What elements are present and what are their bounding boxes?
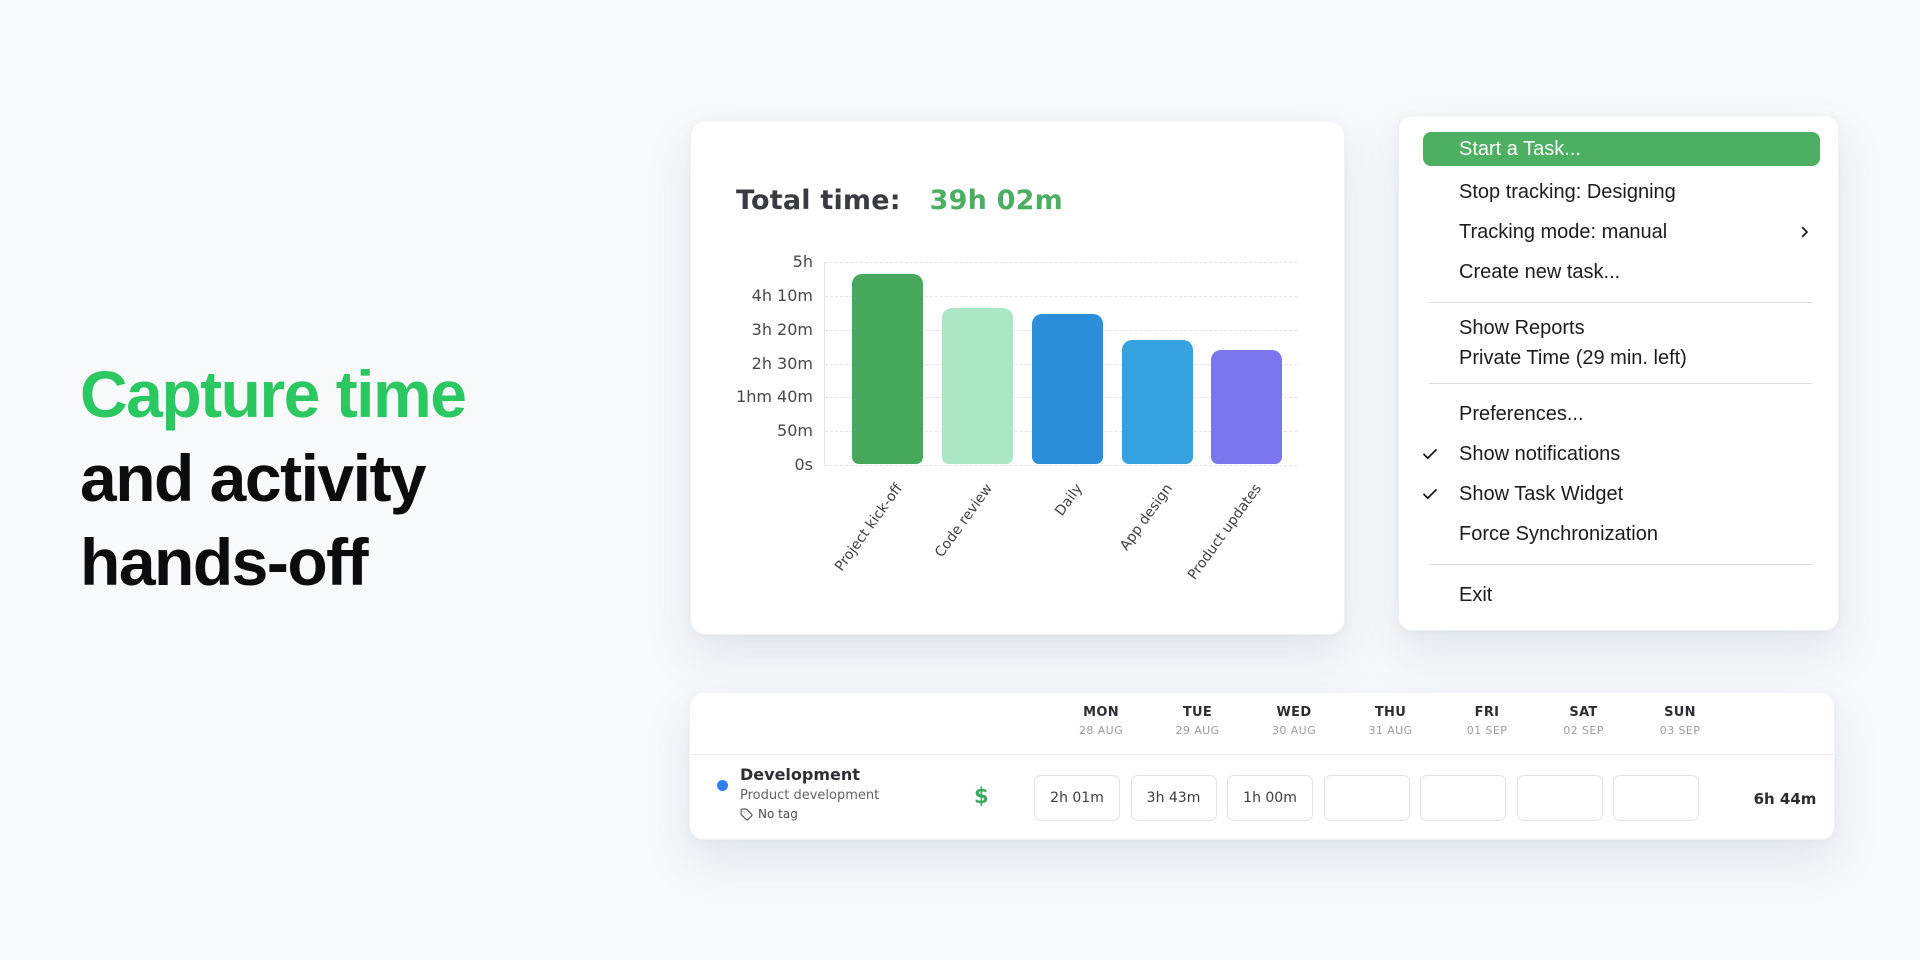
chart-gridline: [825, 465, 1297, 466]
chart-gridline: [825, 295, 1297, 297]
project-name: Development: [740, 765, 860, 784]
day-name: THU: [1374, 705, 1407, 720]
day-header-tue: TUE 29 AUG: [1150, 705, 1246, 737]
day-date: 01 SEP: [1466, 724, 1508, 737]
x-axis-label-code-review: Code review: [931, 481, 996, 561]
day-date: 30 AUG: [1272, 724, 1316, 737]
menu-separator: [1429, 383, 1812, 384]
tray-menu: Start a Task... Stop tracking: Designing T…: [1398, 115, 1839, 631]
day-date: 28 AUG: [1079, 724, 1123, 737]
bar-product-updates[interactable]: [1211, 349, 1282, 464]
timesheet-header: MON 28 AUG TUE 29 AUG WED 30 AUG THU 31 AUG FRI 0…: [690, 693, 1834, 755]
time-cell-mon[interactable]: 2h 01m: [1034, 775, 1120, 821]
menu-item-create-new-task[interactable]: Create new task...: [1459, 261, 1621, 283]
y-axis-tick: 1hm 40m: [736, 387, 813, 407]
day-header-mon: MON 28 AUG: [1053, 705, 1149, 737]
chart-title-value: 39h 02m: [929, 185, 1063, 216]
x-axis-label-project-kick-off: Project kick-off: [831, 481, 906, 575]
x-axis-label-product-updates: Product updates: [1184, 481, 1265, 583]
day-date: 29 AUG: [1175, 724, 1220, 737]
menu-separator: [1429, 564, 1812, 565]
bar-daily[interactable]: [1032, 314, 1103, 464]
y-axis-tick: 3h 20m: [751, 319, 813, 339]
task-name: Product development: [740, 788, 880, 803]
time-cell-fri[interactable]: [1420, 775, 1506, 821]
menu-item-start-a-task[interactable]: Start a Task...: [1423, 132, 1820, 166]
hero-line-1: Capture time: [80, 357, 467, 431]
menu-item-force-synchronization[interactable]: Force Synchronization: [1459, 523, 1658, 545]
day-header-thu: THU 31 AUG: [1343, 705, 1439, 737]
menu-separator: [1429, 302, 1812, 303]
time-cell-tue[interactable]: 3h 43m: [1130, 775, 1217, 821]
time-cell-sat[interactable]: [1516, 775, 1603, 821]
menu-item-show-task-widget[interactable]: Show Task Widget: [1399, 474, 1838, 514]
day-date: 31 AUG: [1368, 724, 1413, 737]
project-color-dot: [717, 780, 728, 791]
menu-item-stop-tracking-designing[interactable]: Stop tracking: Designing: [1459, 181, 1676, 203]
day-name: SAT: [1569, 705, 1598, 720]
day-name: FRI: [1474, 705, 1500, 720]
y-axis-tick: 50m: [777, 421, 813, 441]
chart-gridline: [825, 262, 1297, 263]
timesheet-card: MON 28 AUG TUE 29 AUG WED 30 AUG THU 31 AUG FRI 0…: [689, 692, 1835, 840]
bar-chart-plot: [824, 262, 1297, 466]
tag-label: No tag: [758, 807, 798, 821]
day-name: MON: [1083, 705, 1119, 720]
chart-title-label: Total time:: [736, 185, 901, 216]
menu-item-preferences[interactable]: Preferences...: [1459, 403, 1584, 425]
day-name: WED: [1276, 705, 1312, 720]
time-cell-wed[interactable]: 1h 00m: [1227, 775, 1313, 821]
billable-dollar-icon[interactable]: $: [974, 784, 989, 808]
tag-icon: [740, 808, 753, 821]
bar-project-kick-off[interactable]: [852, 273, 923, 464]
day-header-sun: SUN 03 SEP: [1632, 705, 1728, 737]
check-icon: [1421, 445, 1439, 463]
day-header-sat: SAT 02 SEP: [1536, 705, 1632, 737]
timesheet-row: Development Product development No tag: [740, 765, 879, 821]
menu-item-tracking-mode-manual[interactable]: Tracking mode: manual: [1399, 212, 1838, 252]
chart-title: Total time: 39h 02m: [736, 185, 1063, 216]
total-time-chart-card: Total time: 39h 02m 5h 4h 10m 3h 20m 2h 30m…: [690, 120, 1345, 635]
day-header-wed: WED 30 AUG: [1246, 705, 1342, 737]
y-axis-tick: 0s: [794, 455, 813, 474]
day-header-fri: FRI 01 SEP: [1439, 705, 1535, 737]
y-axis-tick: 2h 30m: [751, 353, 813, 373]
x-axis-label-daily: Daily: [1051, 481, 1086, 520]
menu-item-exit[interactable]: Exit: [1459, 584, 1493, 606]
hero-headline: Capture time and activity hands-off: [80, 352, 467, 604]
time-cell-sun[interactable]: [1613, 775, 1699, 821]
day-name: SUN: [1664, 705, 1696, 720]
bar-code-review[interactable]: [942, 308, 1013, 464]
day-name: TUE: [1182, 705, 1213, 720]
menu-item-show-reports[interactable]: Show Reports: [1459, 317, 1585, 339]
bar-app-design[interactable]: [1122, 340, 1193, 464]
time-cell-thu[interactable]: [1323, 775, 1410, 821]
hero-line-2: and activity: [80, 441, 427, 515]
check-icon: [1421, 485, 1439, 503]
day-date: 02 SEP: [1563, 724, 1604, 737]
tag-selector[interactable]: No tag: [740, 807, 879, 821]
menu-item-show-notifications[interactable]: Show notifications: [1399, 434, 1838, 474]
chevron-right-icon: [1797, 225, 1812, 240]
day-date: 03 SEP: [1659, 724, 1701, 737]
x-axis-label-app-design: App design: [1116, 481, 1176, 554]
hero-line-3: hands-off: [80, 525, 369, 599]
y-axis-tick: 4h 10m: [751, 285, 813, 305]
week-total: 6h 44m: [1753, 790, 1817, 808]
y-axis-tick: 5h: [792, 252, 813, 271]
menu-item-private-time-29-min-left[interactable]: Private Time (29 min. left): [1459, 347, 1687, 369]
